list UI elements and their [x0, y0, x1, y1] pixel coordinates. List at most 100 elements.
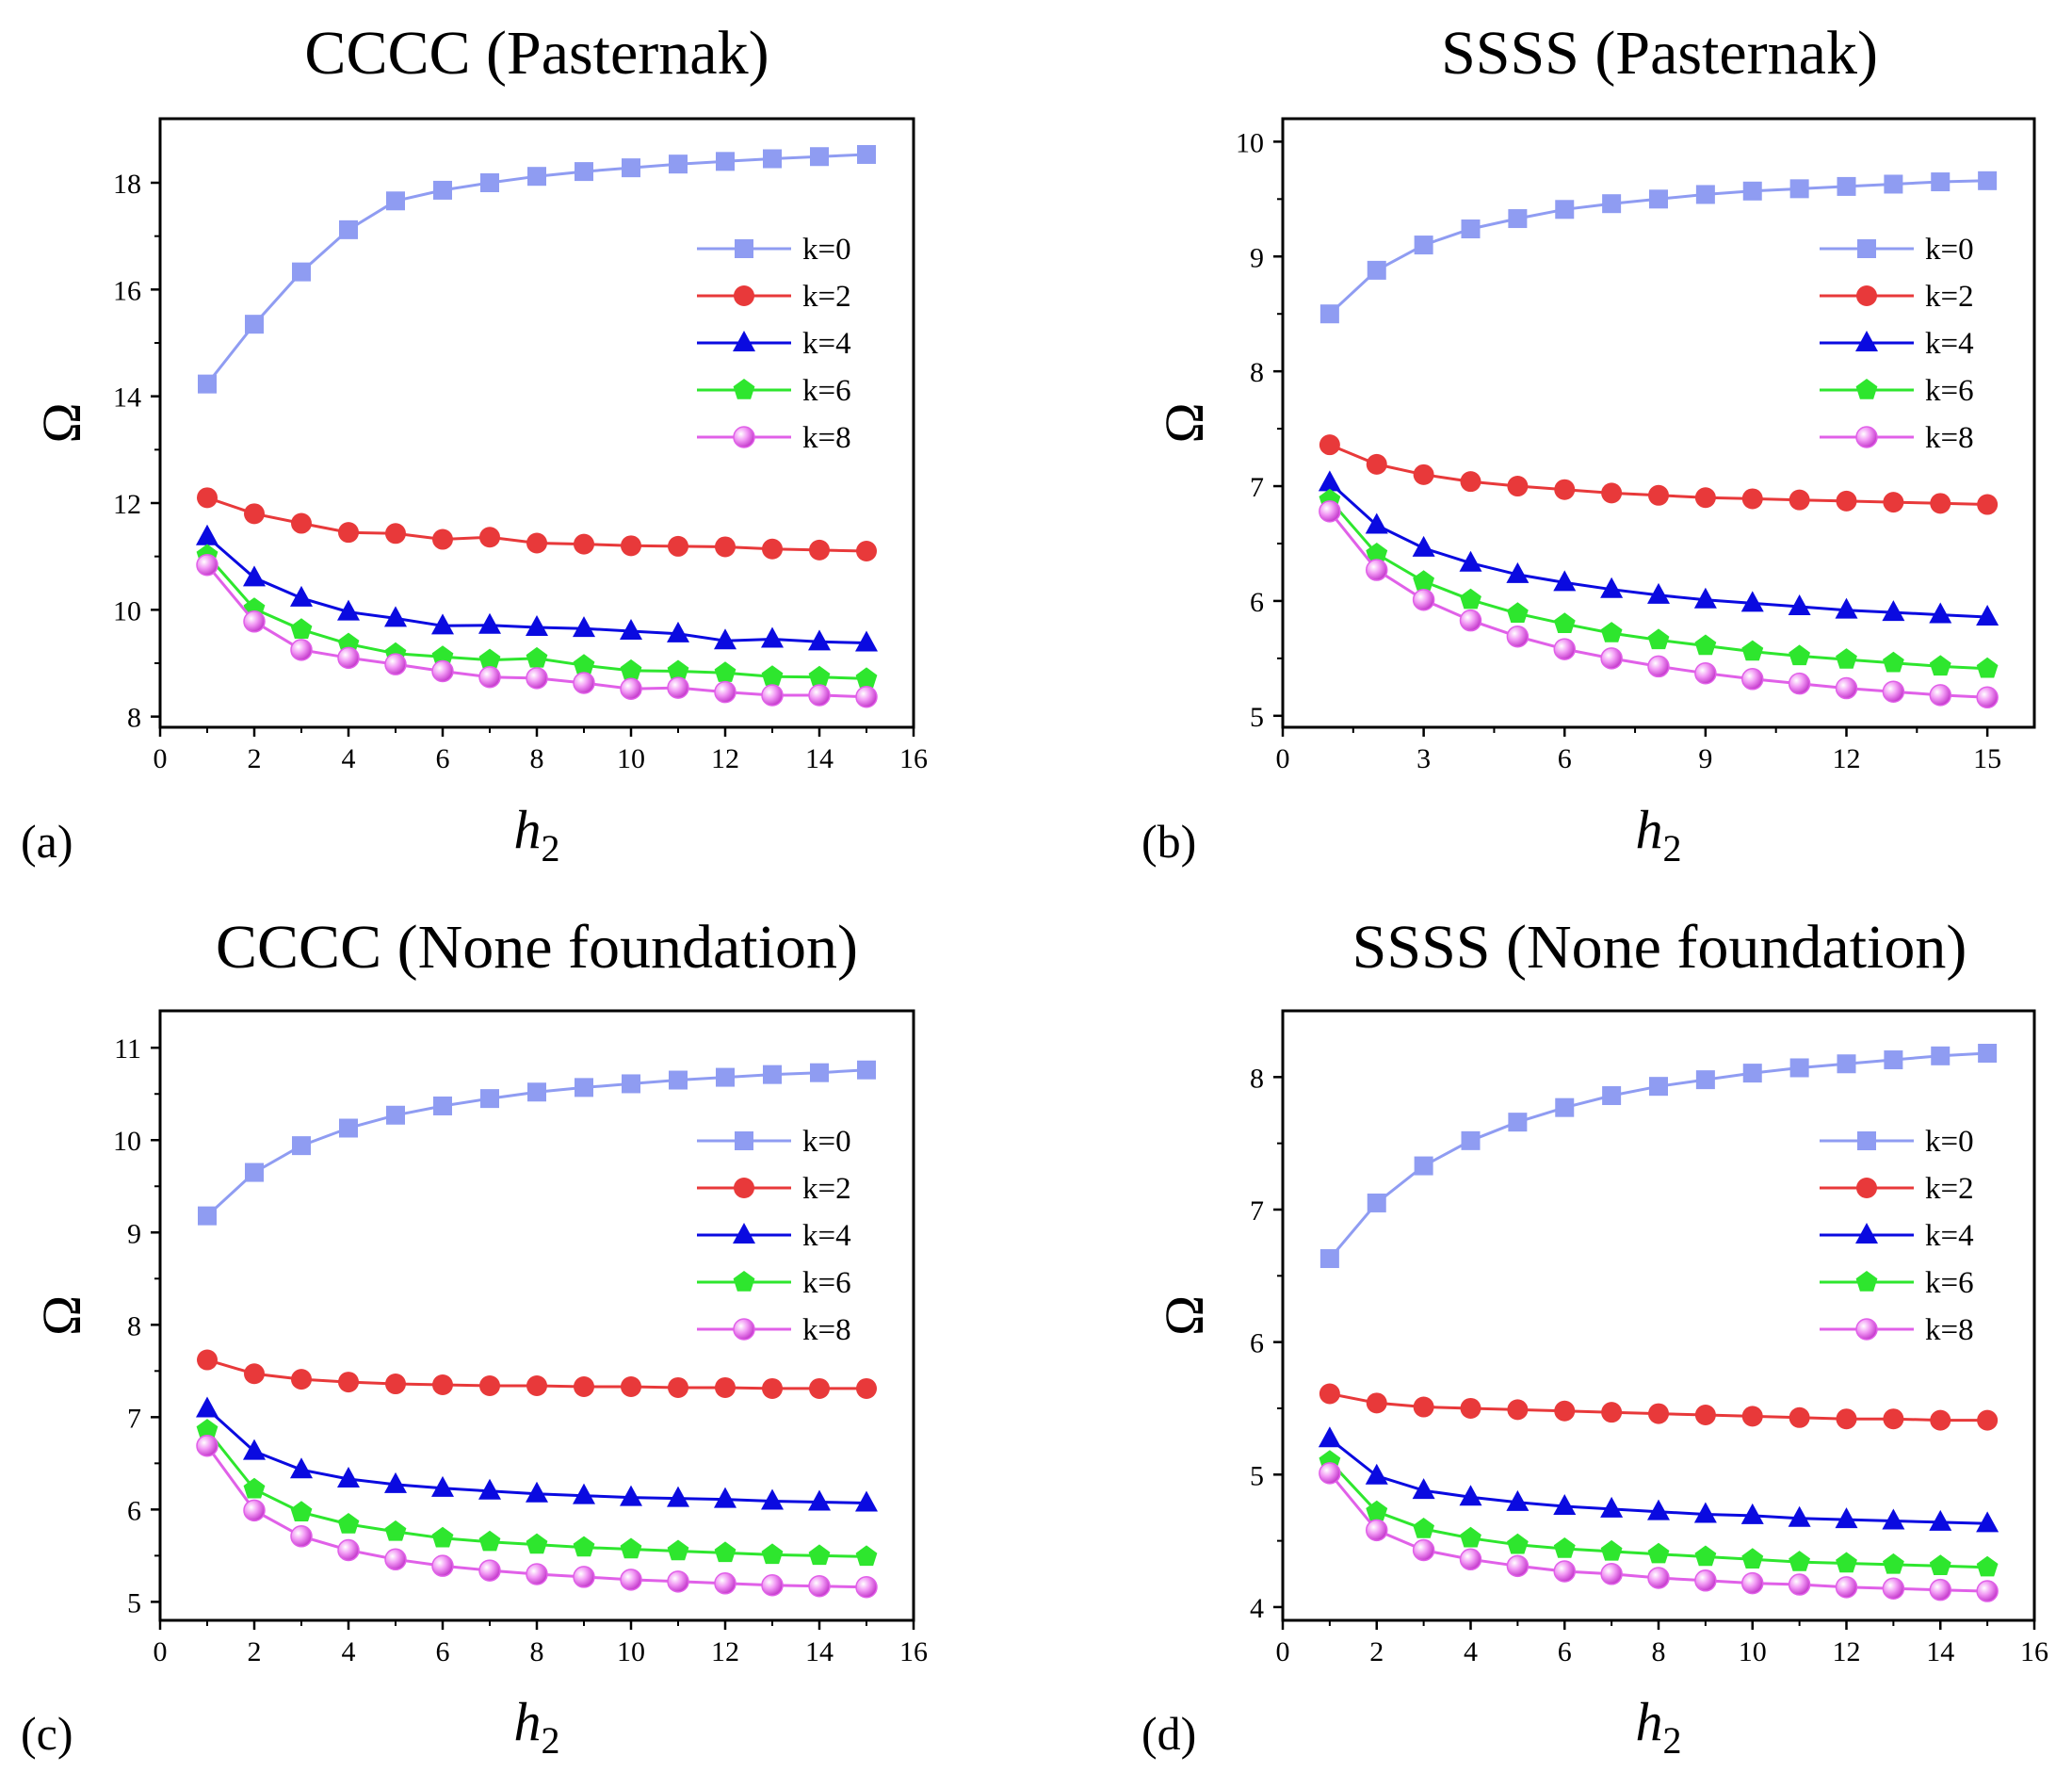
x-tick-label: 16 [2020, 1636, 2048, 1667]
data-point [1600, 1539, 1623, 1561]
data-point [1648, 484, 1669, 506]
data-point [714, 1572, 737, 1595]
data-point [1929, 655, 1951, 676]
legend-swatch-marker [733, 379, 755, 399]
legend-swatch-marker [1855, 379, 1878, 399]
data-point [762, 538, 783, 560]
data-point [667, 659, 689, 681]
data-point [1836, 490, 1857, 512]
data-point [1553, 1537, 1576, 1558]
data-point [1647, 582, 1670, 604]
data-point [1319, 500, 1341, 523]
y-tick-label: 16 [113, 275, 141, 306]
data-point [1929, 1578, 1951, 1601]
data-point [1741, 668, 1764, 691]
data-point [386, 191, 405, 211]
data-point [290, 585, 313, 607]
data-point [1931, 1046, 1951, 1065]
y-tick-label: 4 [1250, 1593, 1264, 1624]
data-point [1555, 1097, 1575, 1117]
series-k4 [196, 1396, 878, 1512]
data-point [431, 1475, 454, 1497]
x-axis-label: h2 [1636, 1691, 1682, 1762]
data-point [1835, 597, 1858, 619]
data-point [857, 1060, 876, 1080]
y-tick-label: 11 [114, 1033, 141, 1065]
data-point [1976, 604, 1999, 626]
data-point [431, 1554, 454, 1577]
data-point [620, 658, 642, 680]
data-point [620, 619, 642, 640]
data-point [1835, 1576, 1858, 1599]
data-point [715, 536, 736, 558]
legend-swatch-marker [1857, 239, 1876, 258]
data-point [667, 1486, 689, 1507]
data-point [1647, 628, 1670, 650]
data-point [197, 1349, 218, 1371]
data-point [573, 1566, 595, 1588]
data-point [1789, 1406, 1810, 1428]
x-tick-label: 10 [1739, 1636, 1767, 1667]
legend-swatch-marker [733, 1318, 755, 1341]
data-point [573, 672, 595, 694]
data-point [1412, 535, 1435, 557]
data-point [1741, 1548, 1764, 1569]
series-k8 [1319, 1462, 1999, 1602]
x-tick-label: 8 [530, 743, 544, 774]
y-tick-label: 10 [1236, 127, 1264, 158]
x-tick-label: 16 [899, 743, 928, 774]
legend-label: k=6 [802, 374, 851, 408]
data-point [855, 1545, 878, 1567]
data-point [761, 665, 784, 686]
data-point [1508, 1113, 1528, 1132]
data-point [1461, 219, 1481, 239]
data-point [857, 144, 876, 164]
data-point [573, 1483, 595, 1504]
data-point [1366, 1500, 1388, 1521]
data-point [1695, 1070, 1715, 1090]
data-point [1553, 570, 1577, 592]
data-point [196, 1419, 219, 1439]
data-point [761, 626, 784, 648]
data-point [431, 613, 454, 635]
data-point [761, 1488, 784, 1510]
legend-swatch-marker [734, 1178, 754, 1198]
data-point [1788, 1573, 1811, 1596]
y-tick-label: 6 [1250, 1328, 1264, 1359]
data-point [1507, 602, 1529, 623]
data-point [1789, 1058, 1809, 1078]
data-point [1789, 489, 1810, 511]
data-point [856, 1377, 877, 1399]
data-point [573, 654, 595, 675]
data-point [1506, 1489, 1530, 1511]
data-point [1318, 1426, 1341, 1448]
data-point [620, 1537, 642, 1559]
data-point [1507, 1533, 1529, 1554]
data-point [526, 615, 548, 637]
data-point [244, 503, 265, 525]
data-point [855, 685, 878, 708]
series-k8 [196, 553, 878, 708]
chart-title: CCCC (None foundation) [216, 913, 858, 982]
data-point [1694, 1569, 1717, 1592]
data-point [384, 653, 407, 675]
legend-label: k=2 [802, 280, 851, 314]
data-point [290, 618, 313, 639]
data-point [384, 1520, 407, 1541]
data-point [198, 1206, 217, 1226]
x-axis-label-subscript: 2 [1663, 1719, 1682, 1762]
x-tick-label: 12 [711, 743, 739, 774]
legend-label: k=0 [1925, 1125, 1974, 1159]
series-k6 [196, 1419, 878, 1567]
data-point [1695, 185, 1715, 204]
data-point [1319, 434, 1340, 456]
data-point [1647, 1499, 1670, 1520]
data-point [1882, 680, 1905, 703]
data-point [1977, 494, 1999, 515]
x-tick-label: 10 [617, 743, 645, 774]
data-point [573, 616, 595, 638]
data-point [1555, 200, 1575, 219]
series-k4 [1318, 1426, 1999, 1533]
data-point [1789, 179, 1809, 199]
data-point [808, 629, 831, 651]
